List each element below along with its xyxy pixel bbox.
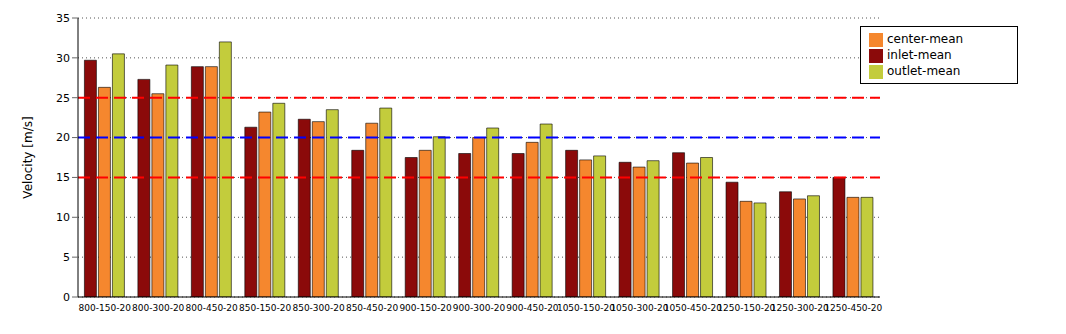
html-text:outlet-mean: outlet-mean (887, 64, 961, 78)
svg-text:1050-300-20: 1050-300-20 (610, 303, 668, 313)
svg-text:1250-150-20: 1250-150-20 (717, 303, 775, 313)
svg-text:900-450-20: 900-450-20 (506, 303, 559, 313)
svg-text:35: 35 (56, 12, 70, 25)
html-text:center-mean: center-mean (887, 32, 964, 46)
svg-text:1250-300-20: 1250-300-20 (771, 303, 829, 313)
svg-text:800-150-20: 800-150-20 (79, 303, 132, 313)
svg-text:25: 25 (56, 92, 70, 105)
svg-text:850-300-20: 850-300-20 (292, 303, 345, 313)
svg-text:900-150-20: 900-150-20 (399, 303, 452, 313)
svg-text:30: 30 (56, 52, 70, 65)
svg-text:900-300-20: 900-300-20 (453, 303, 506, 313)
svg-text:800-450-20: 800-450-20 (186, 303, 239, 313)
svg-text:15: 15 (56, 171, 70, 184)
svg-text:850-150-20: 850-150-20 (239, 303, 292, 313)
svg-text:5: 5 (63, 251, 70, 264)
html-text:inlet-mean: inlet-mean (887, 48, 952, 62)
svg-text:1050-150-20: 1050-150-20 (557, 303, 615, 313)
svg-text:800-300-20: 800-300-20 (132, 303, 185, 313)
svg-text:0: 0 (63, 291, 70, 304)
svg-text:1250-450-20: 1250-450-20 (824, 303, 882, 313)
svg-text:1050-450-20: 1050-450-20 (664, 303, 722, 313)
svg-text:10: 10 (56, 211, 70, 224)
svg-text:Velocity [m/s]: Velocity [m/s] (21, 116, 35, 198)
svg-text:850-450-20: 850-450-20 (346, 303, 399, 313)
svg-text:20: 20 (56, 131, 70, 144)
